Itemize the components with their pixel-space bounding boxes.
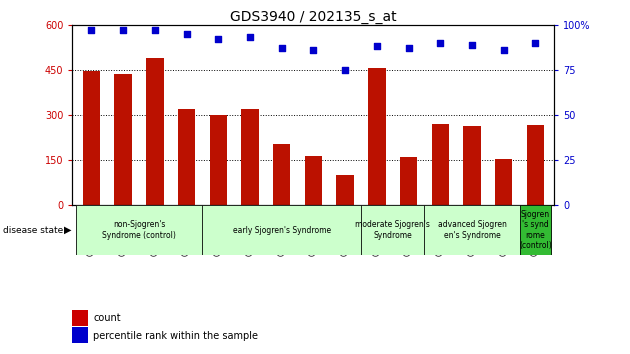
Bar: [83, 70, 100, 205]
Point: [340, 67, 350, 73]
Text: GSM569476: GSM569476: [182, 209, 191, 256]
Point: [118, 27, 129, 33]
Point: [214, 36, 224, 42]
Point: [498, 47, 508, 53]
Bar: [425, 205, 456, 255]
Bar: [76, 205, 202, 255]
Text: advanced Sjogren
en's Syndrome: advanced Sjogren en's Syndrome: [437, 221, 507, 240]
Text: disease state: disease state: [3, 225, 64, 235]
Point: [150, 27, 160, 33]
Bar: [361, 205, 425, 255]
Point: [181, 31, 192, 37]
Bar: [432, 124, 449, 205]
Point: [467, 42, 477, 47]
Text: GSM569473: GSM569473: [87, 209, 96, 256]
Text: GSM569478: GSM569478: [214, 209, 223, 256]
Point: [403, 45, 413, 51]
Title: GDS3940 / 202135_s_at: GDS3940 / 202135_s_at: [230, 10, 397, 24]
Text: GSM569485: GSM569485: [436, 209, 445, 256]
Bar: [527, 125, 544, 205]
Bar: [234, 205, 266, 255]
Bar: [488, 205, 520, 255]
Bar: [368, 68, 386, 205]
Bar: [146, 58, 164, 205]
Point: [308, 47, 318, 53]
Bar: [171, 205, 202, 255]
Bar: [520, 205, 551, 255]
Text: GSM569484: GSM569484: [404, 209, 413, 256]
Bar: [361, 205, 392, 255]
Text: GSM569471: GSM569471: [467, 209, 476, 256]
Bar: [463, 126, 481, 205]
Bar: [266, 205, 297, 255]
Bar: [210, 115, 227, 205]
Bar: [425, 205, 520, 255]
Bar: [400, 157, 417, 205]
Text: Sjogren
's synd
rome
(control): Sjogren 's synd rome (control): [519, 210, 552, 250]
Point: [372, 44, 382, 49]
Bar: [456, 205, 488, 255]
Point: [245, 35, 255, 40]
Text: GSM569481: GSM569481: [309, 209, 318, 256]
Text: non-Sjogren's
Syndrome (control): non-Sjogren's Syndrome (control): [102, 221, 176, 240]
Bar: [329, 205, 361, 255]
Point: [86, 27, 96, 33]
Bar: [241, 109, 259, 205]
Bar: [139, 205, 171, 255]
Text: GSM569474: GSM569474: [118, 209, 128, 256]
Point: [435, 40, 445, 46]
Text: moderate Sjogren's
Syndrome: moderate Sjogren's Syndrome: [355, 221, 430, 240]
Text: GSM569475: GSM569475: [151, 209, 159, 256]
Text: ▶: ▶: [64, 225, 72, 235]
Bar: [202, 205, 361, 255]
Text: early Sjogren's Syndrome: early Sjogren's Syndrome: [232, 225, 331, 235]
Point: [277, 45, 287, 51]
Text: GSM569479: GSM569479: [246, 209, 255, 256]
Text: GSM569480: GSM569480: [277, 209, 286, 256]
Text: percentile rank within the sample: percentile rank within the sample: [93, 331, 258, 341]
Bar: [107, 205, 139, 255]
Bar: [336, 175, 354, 205]
Text: GSM569483: GSM569483: [372, 209, 381, 256]
Bar: [392, 205, 425, 255]
Bar: [495, 159, 512, 205]
Bar: [115, 74, 132, 205]
Bar: [305, 156, 322, 205]
Text: count: count: [93, 313, 121, 323]
Text: GSM569472: GSM569472: [499, 209, 508, 256]
Point: [530, 40, 541, 46]
Bar: [202, 205, 234, 255]
Bar: [520, 205, 551, 255]
Bar: [178, 109, 195, 205]
Bar: [76, 205, 107, 255]
Text: GSM569477: GSM569477: [531, 209, 540, 256]
Text: GSM569482: GSM569482: [341, 209, 350, 256]
Bar: [273, 144, 290, 205]
Bar: [297, 205, 329, 255]
